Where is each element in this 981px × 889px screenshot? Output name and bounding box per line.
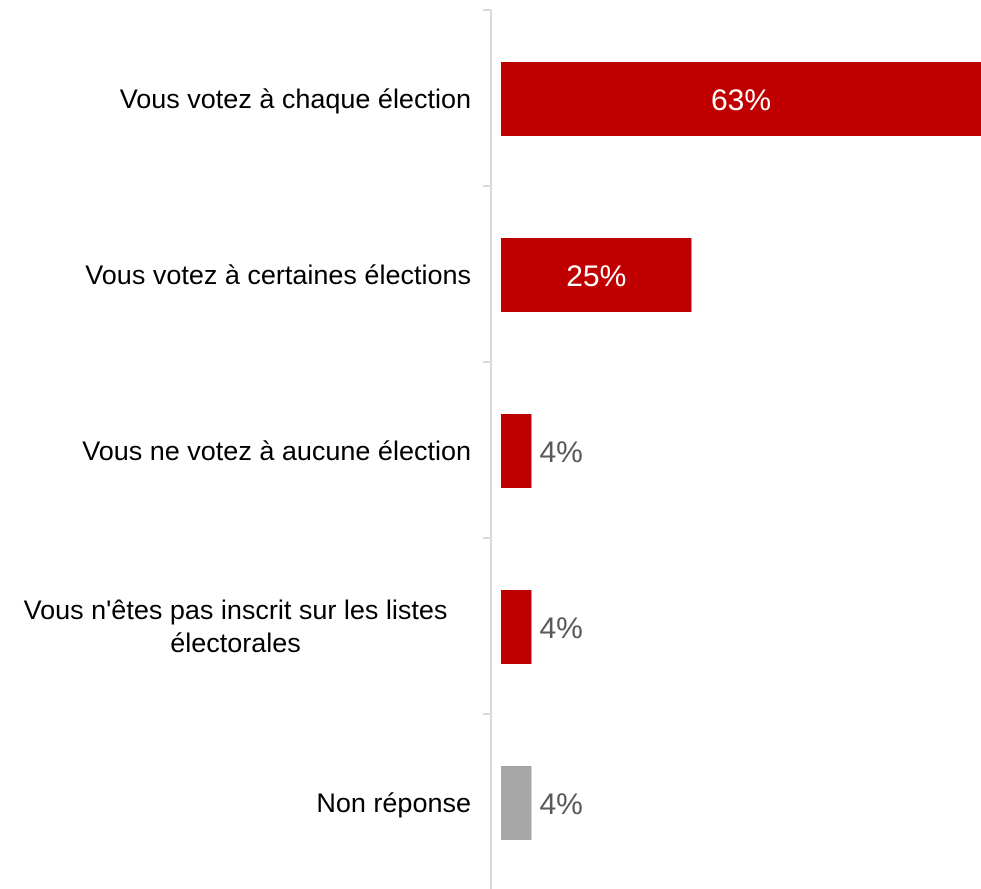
data-label: 4% [539,788,582,821]
bar [501,238,692,312]
bar [501,766,532,840]
bar [501,62,981,136]
category-label: Non réponse [316,787,471,818]
bar [501,414,532,488]
bar [501,590,532,664]
data-label: 4% [539,436,582,469]
data-label: 4% [539,612,582,645]
data-label: 25% [566,260,626,293]
category-label: Vous ne votez à aucune élection [82,435,471,466]
category-label: Vous votez à chaque élection [119,83,471,114]
data-label: 63% [711,84,771,117]
category-label: Vous n'êtes pas inscrit sur les listes é… [23,595,448,658]
category-label: Vous votez à certaines élections [85,259,471,290]
